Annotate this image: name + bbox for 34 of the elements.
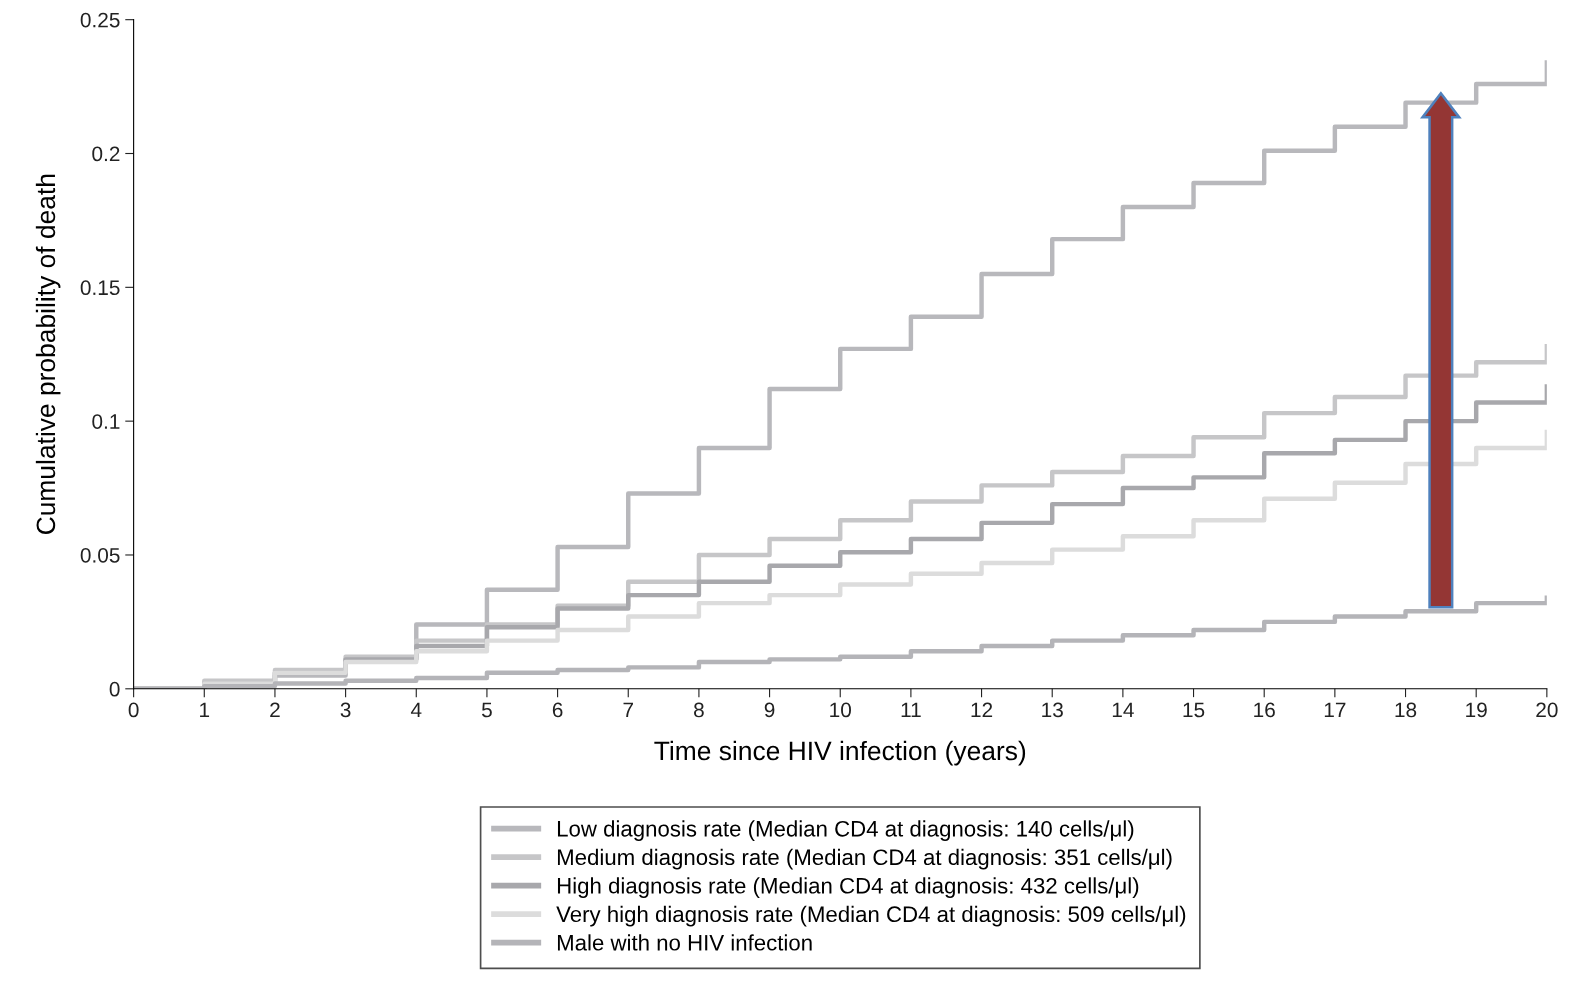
x-tick-label: 2: [270, 702, 280, 718]
x-axis-title: Time since HIV infection (years): [654, 740, 1026, 766]
x-tick-label: 9: [764, 702, 775, 718]
y-tick-label: 0: [109, 681, 120, 697]
x-tick-label: 15: [1183, 702, 1205, 718]
x-tick-label: 16: [1254, 702, 1275, 718]
legend-label: Low diagnosis rate (Median CD4 at diagnosis: 140 cells/μl): [557, 820, 1134, 842]
y-axis-title: Cumulative probability of death: [35, 174, 61, 535]
x-tick-label: 19: [1466, 702, 1487, 718]
x-tick-label: 14: [1112, 702, 1134, 718]
legend-label: Medium diagnosis rate (Median CD4 at diagnosis: 351 cells/μl): [557, 848, 1172, 870]
x-tick-label: 20: [1536, 702, 1558, 718]
y-tick-label: 0.25: [80, 12, 120, 28]
x-tick-label: 11: [901, 702, 921, 718]
x-tick-label: 6: [552, 702, 563, 718]
x-tick-label: 7: [623, 702, 633, 718]
x-tick-label: 12: [971, 702, 993, 718]
x-tick-label: 4: [410, 702, 422, 718]
y-tick-label: 0.1: [92, 414, 120, 429]
x-tick-label: 18: [1395, 702, 1417, 718]
x-tick-label: 17: [1324, 702, 1346, 718]
y-tick-label: 0.2: [92, 146, 120, 162]
x-tick-label: 13: [1042, 702, 1063, 718]
x-tick-label: 1: [200, 702, 210, 718]
x-tick-label: 10: [830, 702, 852, 718]
x-tick-label: 5: [481, 702, 492, 718]
y-tick-label: 0.05: [80, 547, 120, 563]
y-tick-label: 0.15: [80, 280, 120, 296]
legend-label: Very high diagnosis rate (Median CD4 at diagnosis: 509 cells/μl): [556, 905, 1186, 927]
x-tick-label: 8: [694, 702, 704, 718]
x-tick-label: 3: [340, 702, 351, 718]
x-tick-label: 0: [128, 702, 139, 718]
legend-label: Male with no HIV infection: [557, 934, 812, 951]
legend-label: High diagnosis rate (Median CD4 at diagnosis: 432 cells/μl): [557, 877, 1139, 899]
